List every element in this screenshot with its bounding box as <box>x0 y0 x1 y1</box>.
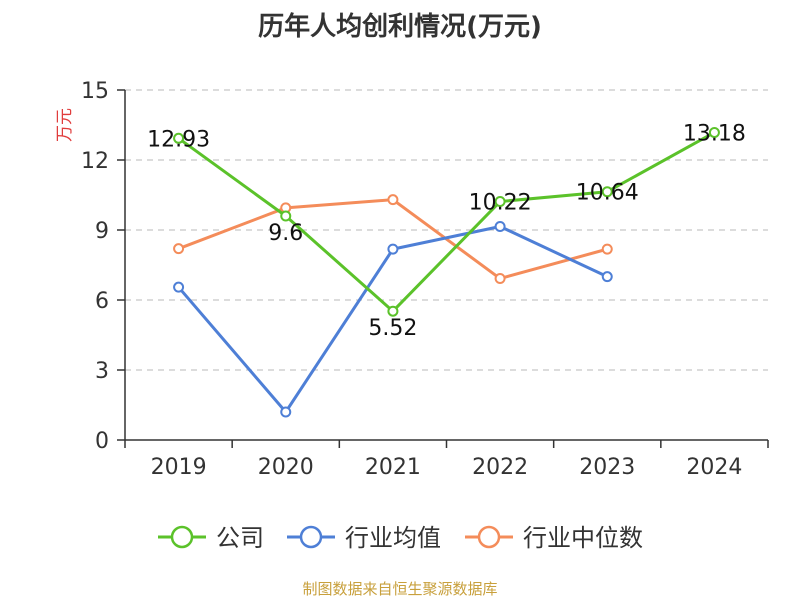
legend-label: 行业均值 <box>345 524 441 552</box>
legend-swatch-marker <box>477 525 501 549</box>
y-tick-label: 0 <box>95 429 109 454</box>
legend-swatch-marker <box>170 525 194 549</box>
data-point <box>173 243 185 255</box>
y-tick-label: 3 <box>95 359 109 384</box>
data-point <box>280 210 292 222</box>
data-label: 9.6 <box>268 221 303 246</box>
y-tick-label: 12 <box>81 149 109 174</box>
series-line <box>178 198 608 281</box>
data-label: 12.93 <box>147 127 210 152</box>
data-point <box>494 221 506 232</box>
y-tick-label: 15 <box>81 79 109 104</box>
data-point <box>387 305 399 317</box>
series-line <box>177 131 716 313</box>
data-point <box>173 281 185 293</box>
data-point <box>494 196 506 208</box>
x-tick-label: 2019 <box>151 455 207 480</box>
x-tick-label: 2023 <box>579 455 635 480</box>
data-label: 10.22 <box>469 191 532 216</box>
legend-item: 行业均值 <box>287 524 441 552</box>
data-point <box>387 194 399 206</box>
series-lines <box>173 126 720 418</box>
chart-title: 历年人均创利情况(万元) <box>258 12 542 42</box>
grid-lines <box>125 89 768 371</box>
legend-label: 公司 <box>216 524 264 552</box>
data-labels: 12.93 9.6 5.52 10.22 10.64 13.18 <box>147 121 746 341</box>
x-tick-label: 2020 <box>258 455 314 480</box>
x-tick-label: 2024 <box>686 455 742 480</box>
y-axis-title: 万元 <box>55 108 75 142</box>
data-label: 10.64 <box>576 181 639 206</box>
legend-item: 行业中位数 <box>465 524 643 552</box>
legend-label: 行业中位数 <box>523 524 643 552</box>
data-point <box>601 243 613 255</box>
data-point <box>387 243 399 255</box>
data-point <box>494 273 506 285</box>
y-tick-label: 6 <box>95 289 109 314</box>
y-tick-label: 9 <box>95 219 109 244</box>
legend: 公司 行业均值 行业中位数 <box>158 524 643 552</box>
data-label: 5.52 <box>368 316 417 341</box>
data-point <box>280 406 292 418</box>
data-point <box>708 126 720 138</box>
legend-swatch-marker <box>299 525 323 549</box>
source-note: 制图数据来自恒生聚源数据库 <box>302 580 498 598</box>
x-tick-label: 2022 <box>472 455 528 480</box>
data-point <box>601 186 613 198</box>
x-tick-label: 2021 <box>365 455 421 480</box>
data-point <box>601 271 613 283</box>
data-label: 13.18 <box>683 121 746 146</box>
legend-item: 公司 <box>158 524 264 552</box>
data-point <box>173 132 185 144</box>
